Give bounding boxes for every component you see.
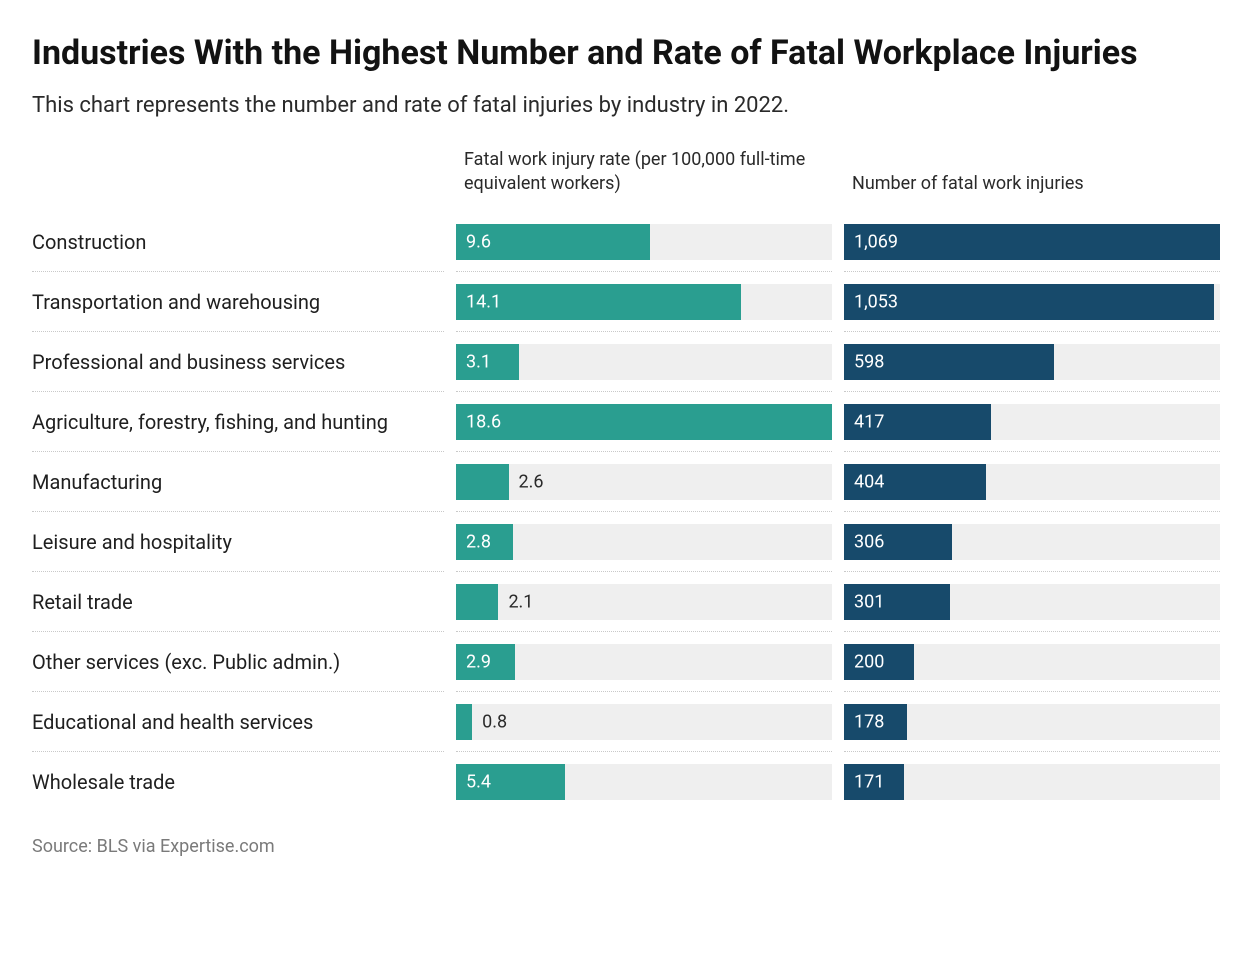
bar-count-value: 598	[854, 351, 884, 372]
bar-count-value: 417	[854, 411, 884, 432]
bar-count-fill	[844, 224, 1220, 260]
bar-count-cell: 171	[844, 752, 1220, 812]
bar-rate-cell: 2.9	[456, 632, 832, 692]
bar-count-cell: 1,069	[844, 212, 1220, 272]
bar-count-track: 171	[844, 764, 1220, 800]
bar-count-track: 1,053	[844, 284, 1220, 320]
bar-count-track: 598	[844, 344, 1220, 380]
bar-count-value: 301	[854, 591, 884, 612]
row-label: Leisure and hospitality	[32, 512, 444, 572]
bar-rate-value: 14.1	[466, 291, 501, 312]
bar-count-cell: 1,053	[844, 272, 1220, 332]
bar-rate-track: 2.8	[456, 524, 832, 560]
row-label: Agriculture, forestry, fishing, and hunt…	[32, 392, 444, 452]
row-label-header	[32, 196, 444, 212]
bar-rate-fill	[456, 404, 832, 440]
bar-rate-value: 3.1	[466, 351, 491, 372]
bar-count-value: 1,053	[854, 291, 898, 312]
bar-count-cell: 306	[844, 512, 1220, 572]
bar-rate-cell: 9.6	[456, 212, 832, 272]
bar-rate-track: 2.6	[456, 464, 832, 500]
bar-count-value: 306	[854, 531, 884, 552]
bar-count-cell: 301	[844, 572, 1220, 632]
bar-rate-track: 5.4	[456, 764, 832, 800]
bar-count-cell: 178	[844, 692, 1220, 752]
bar-rate-track: 2.1	[456, 584, 832, 620]
bar-count-track: 200	[844, 644, 1220, 680]
bar-rate-fill	[456, 464, 509, 500]
bar-count-track: 404	[844, 464, 1220, 500]
row-label: Retail trade	[32, 572, 444, 632]
bar-count-track: 178	[844, 704, 1220, 740]
bar-rate-cell: 18.6	[456, 392, 832, 452]
bar-rate-track: 0.8	[456, 704, 832, 740]
chart-grid: Fatal work injury rate (per 100,000 full…	[32, 148, 1208, 813]
bar-count-cell: 200	[844, 632, 1220, 692]
chart-title: Industries With the Highest Number and R…	[32, 32, 1208, 75]
series-header-count: Number of fatal work injuries	[844, 172, 1220, 212]
bar-rate-cell: 0.8	[456, 692, 832, 752]
bar-rate-cell: 2.8	[456, 512, 832, 572]
bar-rate-value: 2.6	[519, 471, 544, 492]
bar-rate-value: 9.6	[466, 231, 491, 252]
bar-rate-track: 18.6	[456, 404, 832, 440]
bar-rate-track: 9.6	[456, 224, 832, 260]
row-label: Wholesale trade	[32, 752, 444, 812]
bar-rate-value: 18.6	[466, 411, 501, 432]
bar-count-track: 301	[844, 584, 1220, 620]
bar-count-fill	[844, 284, 1214, 320]
bar-rate-fill	[456, 704, 472, 740]
bar-count-track: 306	[844, 524, 1220, 560]
bar-count-value: 200	[854, 651, 884, 672]
bar-rate-cell: 2.6	[456, 452, 832, 512]
bar-rate-cell: 14.1	[456, 272, 832, 332]
bar-count-track: 417	[844, 404, 1220, 440]
bar-rate-value: 2.8	[466, 531, 491, 552]
source-line: Source: BLS via Expertise.com	[32, 836, 1208, 857]
row-label: Manufacturing	[32, 452, 444, 512]
bar-count-value: 1,069	[854, 231, 898, 252]
bar-count-value: 178	[854, 711, 884, 732]
bar-rate-fill	[456, 584, 498, 620]
row-label: Professional and business services	[32, 332, 444, 392]
chart-container: Industries With the Highest Number and R…	[0, 0, 1240, 881]
row-label: Transportation and warehousing	[32, 272, 444, 332]
chart-subtitle: This chart represents the number and rat…	[32, 93, 1208, 118]
bar-rate-cell: 5.4	[456, 752, 832, 812]
bar-rate-track: 14.1	[456, 284, 832, 320]
bar-rate-cell: 3.1	[456, 332, 832, 392]
row-label: Other services (exc. Public admin.)	[32, 632, 444, 692]
bar-count-value: 404	[854, 471, 884, 492]
bar-count-cell: 404	[844, 452, 1220, 512]
bar-count-value: 171	[854, 772, 884, 793]
bar-count-cell: 598	[844, 332, 1220, 392]
bar-rate-track: 3.1	[456, 344, 832, 380]
bar-rate-value: 0.8	[482, 711, 507, 732]
bar-rate-value: 2.9	[466, 651, 491, 672]
bar-rate-value: 5.4	[466, 772, 491, 793]
row-label: Construction	[32, 212, 444, 272]
series-header-rate: Fatal work injury rate (per 100,000 full…	[456, 148, 832, 213]
bar-count-track: 1,069	[844, 224, 1220, 260]
bar-rate-value: 2.1	[508, 591, 533, 612]
bar-count-cell: 417	[844, 392, 1220, 452]
row-label: Educational and health services	[32, 692, 444, 752]
bar-rate-track: 2.9	[456, 644, 832, 680]
bar-rate-cell: 2.1	[456, 572, 832, 632]
